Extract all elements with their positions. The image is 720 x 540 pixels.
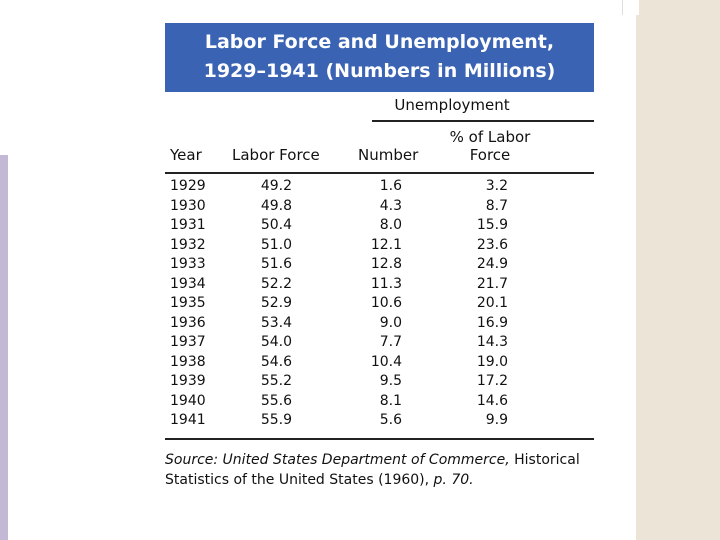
column-header: Force	[469, 146, 511, 164]
table-cell: 19.0	[476, 353, 508, 370]
table-cell: 1937	[170, 334, 206, 350]
table-cell: 1936	[170, 314, 206, 331]
table-cell: 1935	[170, 295, 206, 311]
table-cell: 10.6	[370, 295, 402, 311]
table-cell: 51.0	[260, 236, 292, 253]
table-cell: 8.1	[379, 392, 402, 409]
table-cell: 49.2	[260, 178, 292, 194]
title-line: 1929–1941 (Numbers in Millions)	[203, 60, 556, 82]
table-cell: 54.6	[260, 353, 292, 370]
table-cell: 9.5	[379, 373, 402, 389]
table-cell: 20.1	[476, 295, 508, 311]
table-cell: 1930	[170, 197, 206, 214]
table-cell: 55.2	[260, 373, 292, 389]
table-cell: 52.9	[260, 295, 292, 311]
table-cell: 16.9	[476, 314, 508, 331]
table-cell: 1932	[170, 236, 206, 253]
source: Source: United States Department of Comm…	[165, 450, 585, 490]
table-cell: 51.6	[260, 256, 292, 272]
column-header: % of Labor	[449, 128, 531, 146]
table-cell: 1941	[170, 412, 206, 428]
table-cell: 21.7	[476, 275, 508, 292]
group-header: Unemployment	[394, 96, 510, 114]
table-cell: 14.3	[476, 334, 508, 350]
rule	[165, 172, 594, 174]
table-cell: 52.2	[260, 275, 292, 292]
table-cell: 1933	[170, 256, 206, 272]
source-text: p. 70.	[433, 472, 474, 488]
table-cell: 1940	[170, 392, 206, 409]
corner-box	[622, 0, 639, 15]
title-box: Labor Force and Unemployment, 1929–1941 …	[165, 23, 594, 92]
table-cell: 53.4	[260, 314, 292, 331]
table-cell: 1939	[170, 373, 206, 389]
table-cell: 10.4	[370, 353, 402, 370]
table-cell: 23.6	[476, 236, 508, 253]
table-cell: 12.8	[370, 256, 402, 272]
table-cell: 8.7	[485, 197, 508, 214]
source-text: Source: United States Department of Comm…	[165, 452, 510, 468]
table-cell: 1.6	[379, 178, 402, 194]
source-text: Historical Statistics of the United Stat…	[165, 452, 580, 488]
table-cell: 24.9	[476, 256, 508, 272]
table-cell: 12.1	[370, 236, 402, 253]
table-cell: 9.0	[379, 314, 402, 331]
side-strip	[636, 0, 720, 540]
table-cell: 17.2	[476, 373, 508, 389]
table-cell: 4.3	[379, 197, 402, 214]
left-bar	[0, 155, 8, 540]
column-header: Number	[358, 146, 419, 164]
table-cell: 49.8	[260, 197, 292, 214]
column-header: Labor Force	[232, 146, 320, 164]
table-cell: 55.6	[260, 392, 292, 409]
table-cell: 55.9	[260, 412, 292, 428]
table-cell: 11.3	[370, 275, 402, 292]
table-cell: 7.7	[379, 334, 402, 350]
rule	[165, 438, 594, 440]
table-cell: 5.6	[379, 412, 402, 428]
column-header: Year	[170, 146, 202, 164]
table-cell: 54.0	[260, 334, 292, 350]
table-cell: 1938	[170, 353, 206, 370]
table-cell: 8.0	[379, 217, 402, 233]
table-cell: 3.2	[485, 178, 508, 194]
table-cell: 1931	[170, 217, 206, 233]
table-cell: 1934	[170, 275, 206, 292]
table-cell: 50.4	[260, 217, 292, 233]
title-line: Labor Force and Unemployment,	[204, 31, 555, 53]
rule	[372, 120, 594, 122]
table-cell: 1929	[170, 178, 206, 194]
table-cell: 15.9	[476, 217, 508, 233]
table-cell: 14.6	[476, 392, 508, 409]
table-cell: 9.9	[485, 412, 508, 428]
